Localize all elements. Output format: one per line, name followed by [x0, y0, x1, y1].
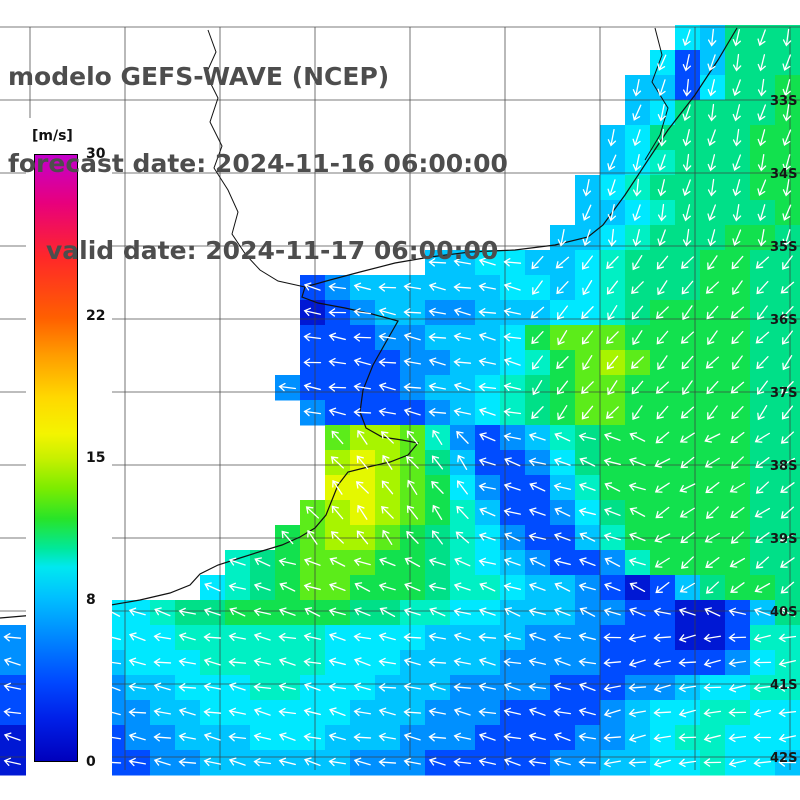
model-title: modelo GEFS-WAVE (NCEP)	[8, 62, 390, 91]
latitude-label: 41S	[770, 678, 797, 693]
colorbar-unit-label: [m/s]	[32, 128, 73, 144]
speed-colorbar	[34, 154, 78, 762]
latitude-label: 35S	[770, 240, 797, 255]
latitude-label: 34S	[770, 167, 797, 182]
latitude-label: 42S	[770, 751, 797, 766]
latitude-label: 37S	[770, 386, 797, 401]
river-line	[205, 29, 306, 288]
latitude-label: 36S	[770, 313, 797, 328]
colorbar-tick-label: 22	[86, 308, 106, 325]
map-header: modelo GEFS-WAVE (NCEP) forecast date: 2…	[8, 4, 508, 323]
latitude-labels: 33S 34S 35S 36S 37S 38S 39S 40S 41S 42S	[770, 94, 797, 766]
latitude-label: 38S	[770, 459, 797, 474]
colorbar-tick-label: 8	[86, 591, 96, 608]
latitude-label: 39S	[770, 532, 797, 547]
colorbar-tick-label: 30	[86, 146, 106, 162]
latitude-label: 40S	[770, 605, 797, 620]
colorbar-panel: [m/s] 30 22 15 8 0	[26, 118, 112, 784]
colorbar-tick-label: 0	[86, 754, 96, 770]
colorbar-tick-label: 15	[86, 450, 106, 466]
latitude-label: 33S	[770, 94, 797, 109]
valid-date-label: valid date: 2024-11-17 06:00:00	[46, 236, 499, 265]
forecast-date-label: forecast date: 2024-11-16 06:00:00	[8, 149, 508, 178]
